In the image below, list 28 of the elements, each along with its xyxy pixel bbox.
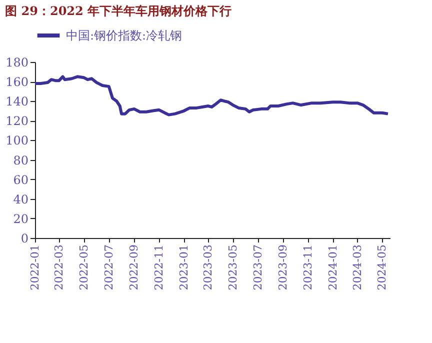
y-tick-label: 140 xyxy=(6,94,28,109)
x-tick-label: 2023-03 xyxy=(202,244,215,290)
y-tick-label: 80 xyxy=(13,153,28,168)
x-tick-label: 2024-05 xyxy=(376,244,389,290)
x-tick-label: 2022-11 xyxy=(152,244,166,290)
chart-title: 图 29：2022 年下半年车用钢材价格下行 xyxy=(5,4,232,18)
x-tick-label: 2023-11 xyxy=(301,244,314,290)
y-tick-label: 20 xyxy=(13,212,28,226)
x-tick-label: 2022-07 xyxy=(102,244,116,290)
y-tick-label: 100 xyxy=(6,134,28,148)
x-tick-label: 2024-03 xyxy=(350,244,364,290)
x-tick-label: 2022-09 xyxy=(128,244,141,290)
line-series xyxy=(34,75,390,116)
y-tick-label: 40 xyxy=(13,192,28,206)
y-tick-label: 60 xyxy=(13,172,28,187)
y-tick-label: 120 xyxy=(6,114,28,128)
x-tick-label: 2023-07 xyxy=(251,244,264,290)
x-tick-label: 2023-09 xyxy=(276,244,290,290)
y-tick-label: 160 xyxy=(6,75,28,90)
y-tick-label: 0 xyxy=(20,232,28,246)
x-tick-label: 2023-05 xyxy=(226,244,240,290)
x-tick-label: 2022-05 xyxy=(77,244,90,290)
x-tick-label: 2022-01 xyxy=(28,244,42,290)
x-tick-label: 2022-03 xyxy=(52,244,66,290)
x-tick-label: 2023-01 xyxy=(177,244,190,290)
y-tick-label: 180 xyxy=(6,56,28,70)
legend-label: 中国:钢价指数:冷轧钢 xyxy=(66,28,182,42)
x-tick-label: 2024-01 xyxy=(326,244,340,290)
